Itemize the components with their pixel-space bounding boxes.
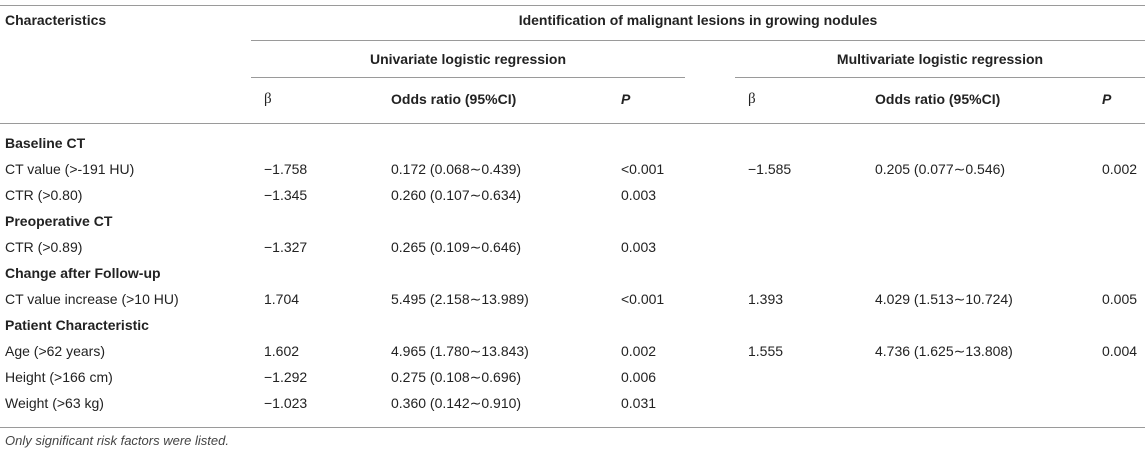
top-rule (0, 5, 1145, 6)
u-odds-ratio-cell: 4.965 (1.780∼13.843) (391, 343, 529, 359)
row-label: CTR (>0.80) (5, 187, 83, 203)
u-p-cell: 0.003 (621, 187, 657, 203)
multivariate-rule (735, 77, 1145, 78)
u-beta-cell: 1.704 (264, 291, 300, 307)
m-beta-cell: 1.555 (748, 343, 784, 359)
header-m-odds-ratio: Odds ratio (95%CI) (875, 91, 1001, 107)
u-p-cell: 0.006 (621, 369, 657, 385)
u-p-cell: 0.002 (621, 343, 657, 359)
header-characteristics: Characteristics (5, 12, 107, 28)
u-p-cell: 0.031 (621, 395, 657, 411)
section-heading: Baseline CT (5, 135, 86, 151)
u-odds-ratio-cell: 0.275 (0.108∼0.696) (391, 369, 522, 385)
u-beta-cell: −1.292 (264, 369, 308, 385)
header-bottom-rule (0, 123, 1145, 124)
header-univariate: Univariate logistic regression (369, 51, 567, 67)
u-beta-cell: −1.345 (264, 187, 308, 203)
section-heading: Patient Characteristic (5, 317, 149, 333)
u-beta-cell: −1.327 (264, 239, 308, 255)
u-odds-ratio-cell: 0.260 (0.107∼0.634) (391, 187, 522, 203)
u-odds-ratio-cell: 0.172 (0.068∼0.439) (391, 161, 522, 177)
header-u-beta: β (264, 91, 272, 107)
section-heading: Preoperative CT (5, 213, 113, 229)
u-beta-cell: −1.023 (264, 395, 308, 411)
m-beta-cell: 1.393 (748, 291, 784, 307)
u-beta-cell: −1.758 (264, 161, 308, 177)
u-beta-cell: 1.602 (264, 343, 300, 359)
section-heading: Change after Follow-up (5, 265, 161, 281)
row-label: Age (>62 years) (5, 343, 105, 359)
m-odds-ratio-cell: 4.736 (1.625∼13.808) (875, 343, 1013, 359)
group-rule (251, 40, 1145, 41)
m-odds-ratio-cell: 4.029 (1.513∼10.724) (875, 291, 1013, 307)
u-p-cell: 0.003 (621, 239, 657, 255)
u-odds-ratio-cell: 5.495 (2.158∼13.989) (391, 291, 529, 307)
u-odds-ratio-cell: 0.265 (0.109∼0.646) (391, 239, 522, 255)
m-p-cell: 0.005 (1102, 291, 1138, 307)
row-label: CTR (>0.89) (5, 239, 83, 255)
header-group-title: Identification of malignant lesions in g… (518, 12, 878, 28)
row-label: Height (>166 cm) (5, 369, 113, 385)
m-p-cell: 0.002 (1102, 161, 1138, 177)
u-p-cell: <0.001 (621, 161, 665, 177)
header-multivariate: Multivariate logistic regression (836, 51, 1044, 67)
header-u-p: P (621, 91, 631, 107)
m-odds-ratio-cell: 0.205 (0.077∼0.546) (875, 161, 1006, 177)
row-label: CT value (>-191 HU) (5, 161, 135, 177)
m-p-cell: 0.004 (1102, 343, 1138, 359)
header-u-odds-ratio: Odds ratio (95%CI) (391, 91, 517, 107)
row-label: CT value increase (>10 HU) (5, 291, 179, 307)
header-m-beta: β (748, 91, 756, 107)
m-beta-cell: −1.585 (748, 161, 792, 177)
footnote: Only significant risk factors were liste… (5, 433, 229, 448)
row-label: Weight (>63 kg) (5, 395, 104, 411)
u-odds-ratio-cell: 0.360 (0.142∼0.910) (391, 395, 522, 411)
univariate-rule (251, 77, 685, 78)
header-m-p: P (1102, 91, 1112, 107)
bottom-rule (0, 427, 1145, 428)
u-p-cell: <0.001 (621, 291, 665, 307)
